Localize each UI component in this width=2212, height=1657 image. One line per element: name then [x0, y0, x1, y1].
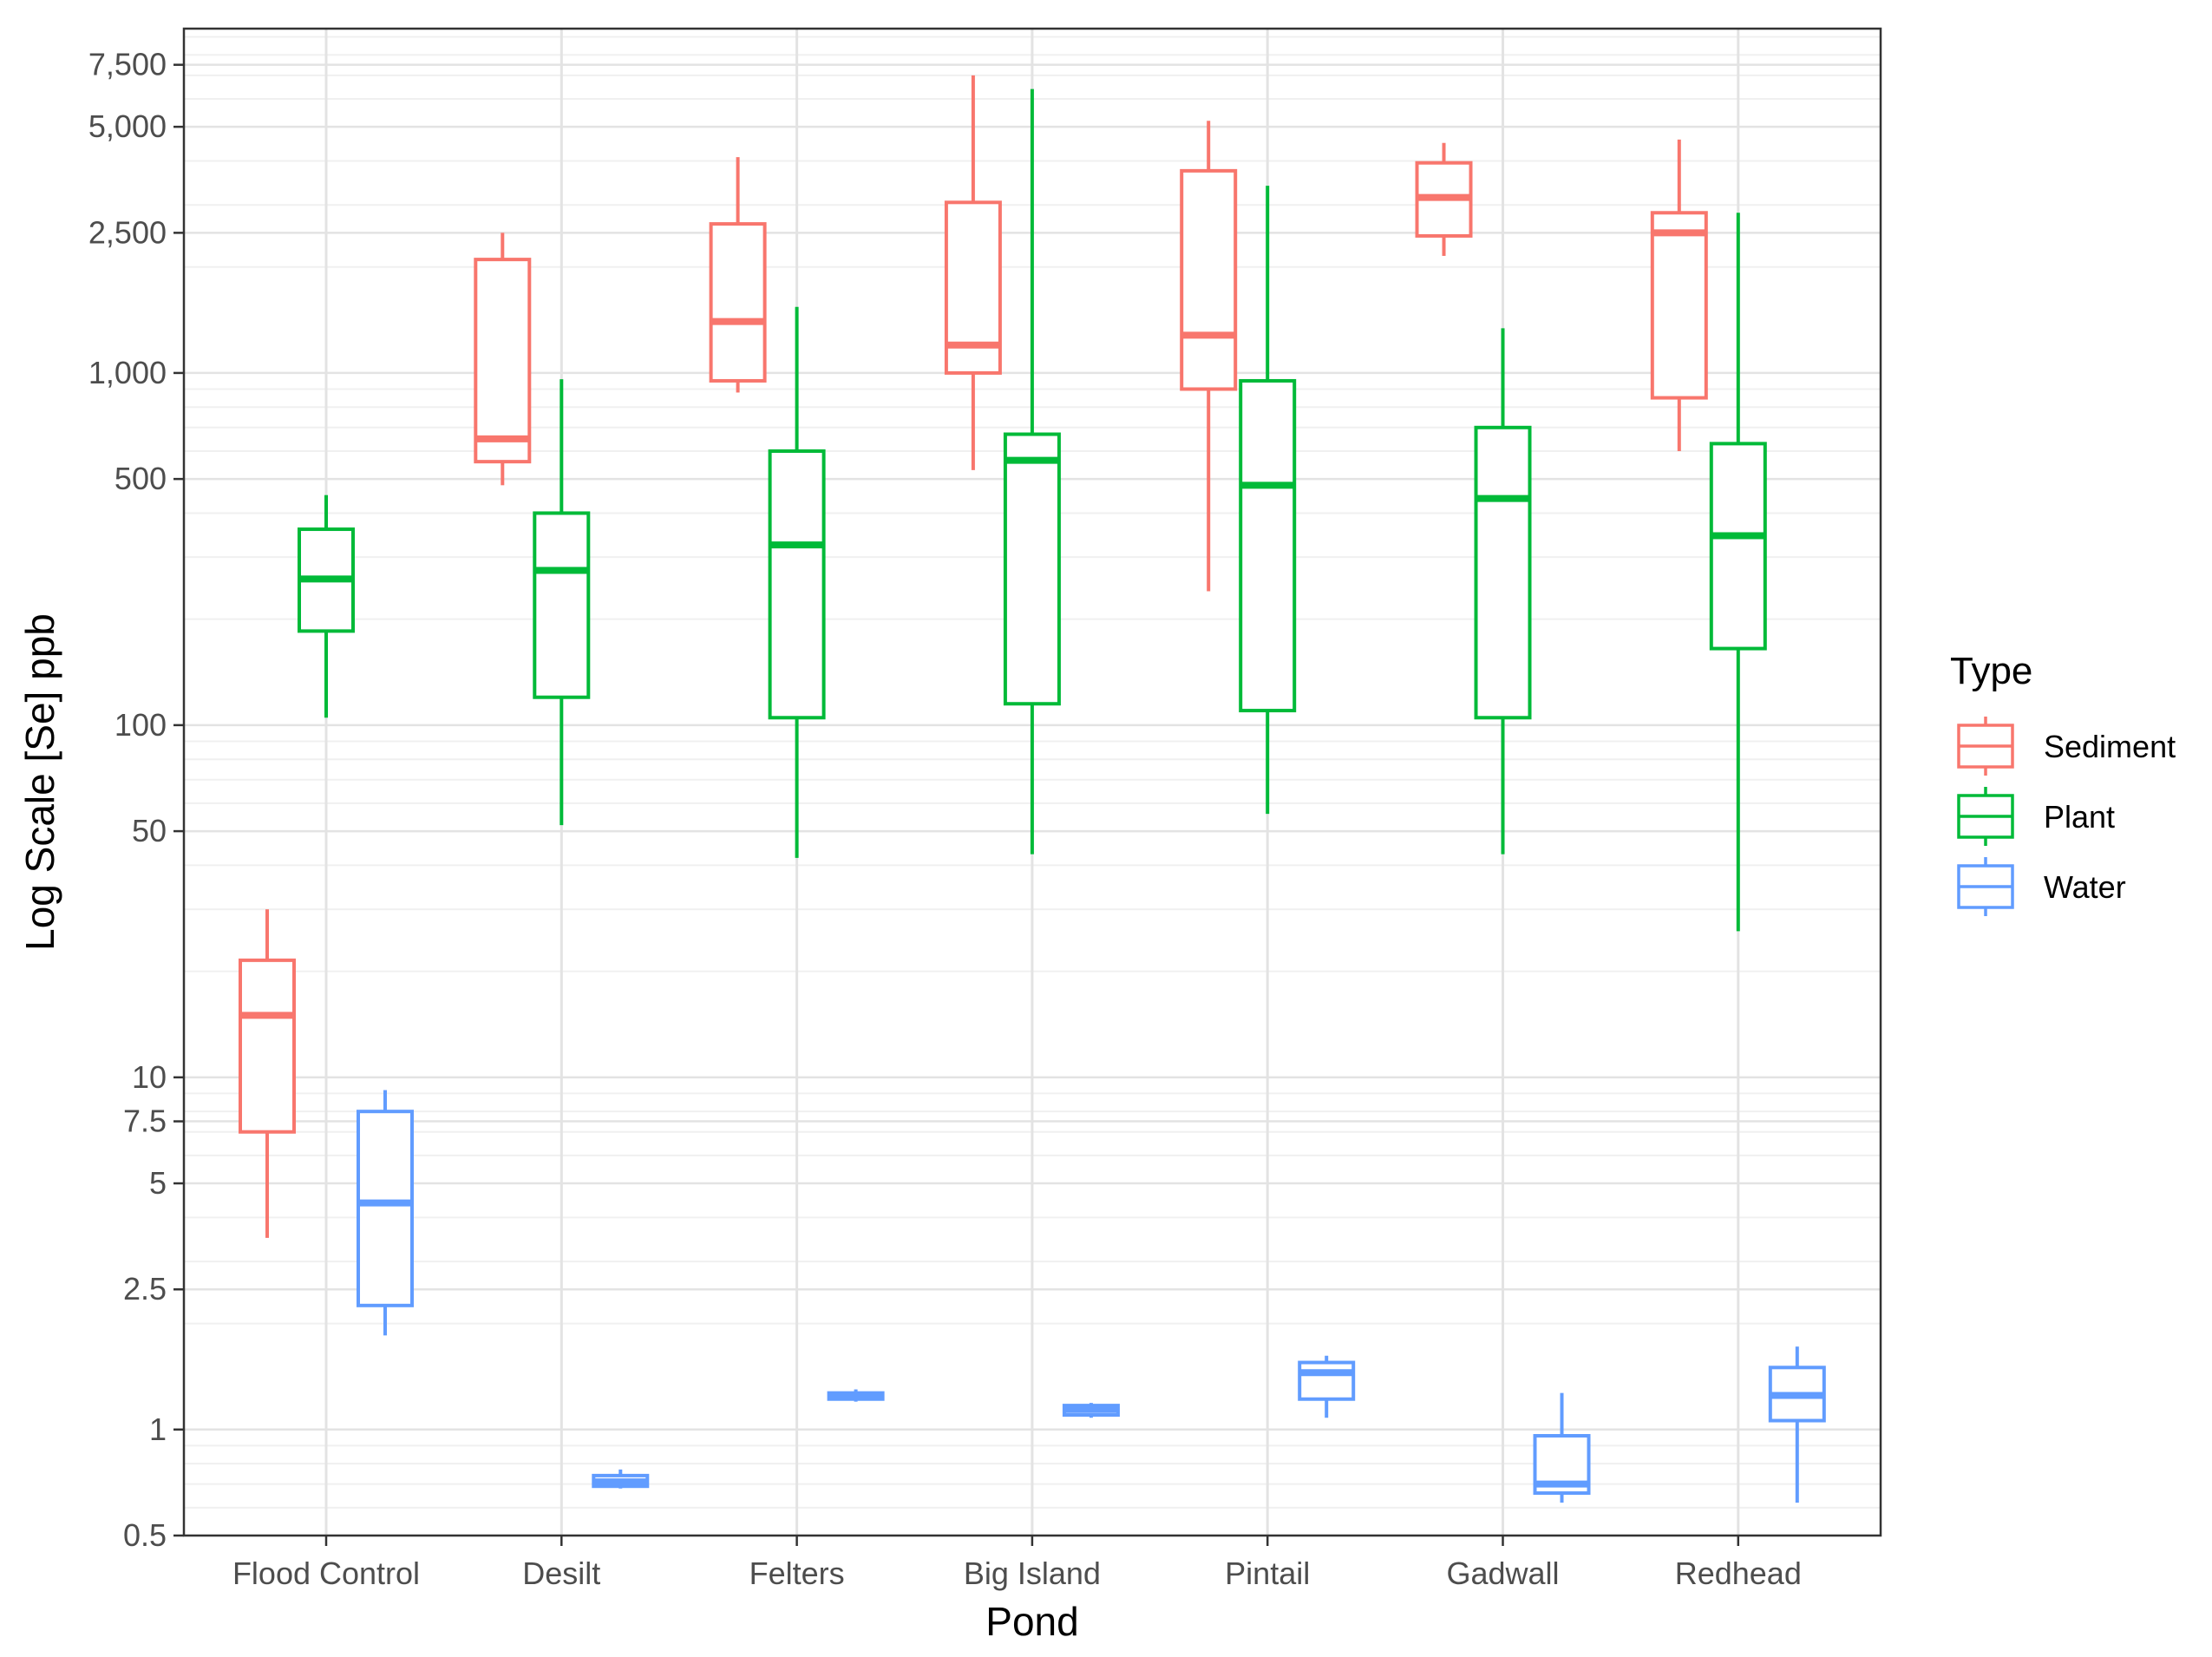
x-tick-label: Felters	[749, 1555, 845, 1591]
box-sediment-pintail	[1180, 121, 1238, 592]
box-layer	[239, 75, 1826, 1503]
box-body	[1003, 432, 1061, 706]
box-body	[1709, 442, 1767, 651]
legend-item-sediment: Sediment	[1957, 717, 2176, 776]
box-water-gadwall	[1533, 1392, 1591, 1503]
y-tick-label: 0.5	[123, 1517, 167, 1553]
box-body	[357, 1110, 414, 1307]
legend-items: Sediment Plant Water	[1957, 717, 2176, 916]
box-body	[1650, 211, 1708, 400]
box-plant-desilt	[533, 379, 591, 826]
box-body	[1180, 168, 1238, 391]
box-body	[1474, 425, 1532, 720]
box-plant-felters	[768, 306, 826, 858]
x-tick-label: Gadwall	[1446, 1555, 1559, 1591]
box-sediment-flood-control	[239, 909, 296, 1238]
box-sediment-big-island	[944, 75, 1002, 470]
y-tick-label: 100	[115, 707, 167, 743]
legend-item-plant: Plant	[1957, 787, 2115, 846]
box-plant-big-island	[1003, 88, 1061, 855]
box-sediment-desilt	[474, 233, 532, 486]
x-tick-label: Redhead	[1675, 1555, 1802, 1591]
y-tick-label: 5	[149, 1165, 167, 1201]
y-tick-label: 50	[132, 813, 167, 848]
box-body	[768, 449, 826, 720]
x-tick-label: Pintail	[1225, 1555, 1310, 1591]
box-body	[533, 511, 591, 699]
box-water-big-island	[1062, 1403, 1120, 1418]
legend-label: Sediment	[2044, 729, 2176, 764]
y-tick-label: 5,000	[88, 108, 167, 144]
legend-title: Type	[1950, 650, 2032, 692]
x-tick-label: Desilt	[522, 1555, 600, 1591]
box-plant-redhead	[1709, 213, 1767, 932]
legend-item-water: Water	[1957, 857, 2126, 916]
y-tick-label: 2.5	[123, 1271, 167, 1307]
box-body	[239, 958, 296, 1134]
y-tick-label: 7,500	[88, 47, 167, 82]
y-tick-label: 1,000	[88, 355, 167, 390]
box-water-desilt	[592, 1469, 650, 1489]
y-tick-label: 2,500	[88, 214, 167, 250]
box-sediment-redhead	[1650, 139, 1708, 451]
axis-layer: 0.5 1 2.5 5 7.5 10 50 100 500 1,000 2,500 5,000 7,50…	[88, 47, 1802, 1591]
box-plant-gadwall	[1474, 328, 1532, 855]
x-tick-label: Big Island	[964, 1555, 1101, 1591]
legend-label: Plant	[2044, 799, 2115, 835]
box-water-pintail	[1298, 1355, 1356, 1418]
y-tick-label: 1	[149, 1411, 167, 1447]
box-body	[474, 258, 532, 464]
y-axis-title: Log Scale [Se] ppb	[17, 613, 62, 951]
box-water-flood-control	[357, 1090, 414, 1336]
box-body	[1298, 1360, 1356, 1401]
x-axis-title: Pond	[985, 1599, 1078, 1644]
legend-label: Water	[2044, 869, 2126, 905]
box-body	[709, 222, 767, 383]
box-sediment-gadwall	[1415, 142, 1473, 256]
box-body	[1239, 378, 1297, 713]
box-water-redhead	[1768, 1346, 1826, 1503]
y-tick-label: 7.5	[123, 1104, 167, 1139]
legend: Type Sediment Plant Water	[1950, 650, 2176, 916]
box-plant-pintail	[1239, 186, 1297, 815]
y-tick-label: 500	[115, 461, 167, 496]
box-sediment-felters	[709, 157, 767, 393]
x-tick-label: Flood Control	[232, 1555, 420, 1591]
box-plant-flood-control	[298, 494, 355, 718]
y-tick-label: 10	[132, 1059, 167, 1095]
box-water-felters	[827, 1389, 885, 1402]
